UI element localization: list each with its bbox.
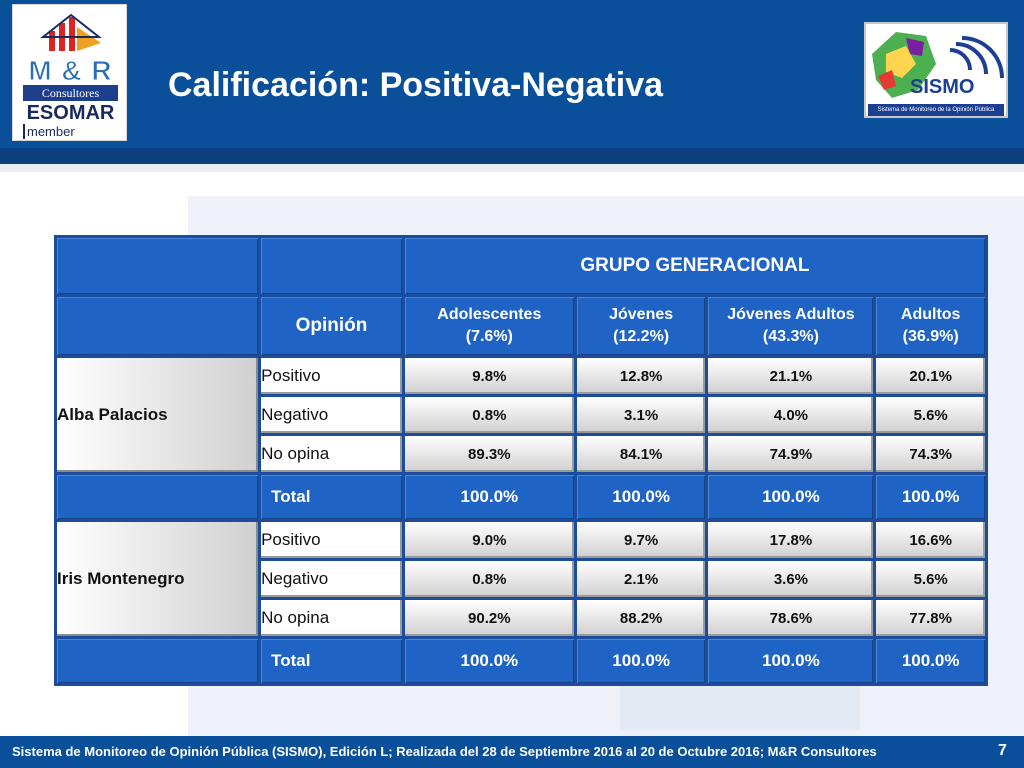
total-row: Total 100.0% 100.0% 100.0% 100.0% bbox=[57, 639, 985, 683]
opinion-label: Positivo bbox=[261, 522, 402, 558]
value-cell: 3.6% bbox=[708, 561, 874, 597]
table-row: Negativo 0.8% 3.1% 4.0% 5.6% bbox=[57, 397, 985, 433]
total-empty-cell bbox=[57, 639, 259, 683]
value-cell: 5.6% bbox=[876, 561, 985, 597]
member-label: member bbox=[23, 124, 75, 139]
sismo-brand-text: SISMO bbox=[910, 76, 975, 98]
table-row: Iris Montenegro Positivo 9.0% 9.7% 17.8%… bbox=[57, 522, 985, 636]
value-cell: 20.1% bbox=[876, 358, 985, 394]
value-cell: 9.0% bbox=[404, 522, 574, 558]
group-header: GRUPO GENERACIONAL bbox=[404, 238, 985, 294]
value-cell: 12.8% bbox=[576, 358, 706, 394]
total-value: 100.0% bbox=[576, 639, 706, 683]
opinion-label: Positivo bbox=[261, 358, 402, 394]
opinion-label: Negativo bbox=[261, 397, 402, 433]
opinion-label: No opina bbox=[261, 600, 402, 636]
table-header-row-columns: Opinión Adolescentes (7.6%) Jóvenes (12.2%… bbox=[57, 297, 985, 355]
value-cell: 4.0% bbox=[708, 397, 874, 433]
value-cell: 89.3% bbox=[404, 436, 574, 472]
table-header-row-group: GRUPO GENERACIONAL bbox=[57, 238, 985, 294]
total-value: 100.0% bbox=[708, 475, 874, 519]
slide-header bbox=[0, 0, 1024, 148]
esomar-label: ESOMAR bbox=[26, 102, 115, 124]
opinion-label: No opina bbox=[261, 436, 402, 472]
header-empty-cell bbox=[261, 238, 402, 294]
total-value: 100.0% bbox=[876, 475, 985, 519]
table-row: No opina 90.2% 88.2% 78.6% 77.8% bbox=[57, 600, 985, 636]
value-cell: 78.6% bbox=[708, 600, 874, 636]
page-number: 7 bbox=[998, 742, 1007, 759]
value-cell: 88.2% bbox=[576, 600, 706, 636]
table-row: Negativo 0.8% 2.1% 3.6% 5.6% bbox=[57, 561, 985, 597]
nicaragua-map-icon bbox=[872, 32, 1004, 98]
value-cell: 9.8% bbox=[404, 358, 574, 394]
total-value: 100.0% bbox=[876, 639, 985, 683]
header-empty-cell bbox=[57, 238, 259, 294]
value-cell: 2.1% bbox=[576, 561, 706, 597]
value-cell: 77.8% bbox=[876, 600, 985, 636]
column-header: Jóvenes Adultos (43.3%) bbox=[708, 297, 874, 355]
value-cell: 17.8% bbox=[708, 522, 874, 558]
total-value: 100.0% bbox=[404, 475, 574, 519]
value-cell: 16.6% bbox=[876, 522, 985, 558]
results-table: GRUPO GENERACIONAL Opinión Adolescentes(… bbox=[54, 235, 988, 686]
value-cell: 84.1% bbox=[576, 436, 706, 472]
mr-brand-text: M & R bbox=[28, 55, 113, 87]
total-value: 100.0% bbox=[708, 639, 874, 683]
total-value: 100.0% bbox=[576, 475, 706, 519]
candidate-name: Iris Montenegro bbox=[57, 522, 259, 636]
total-label: Total bbox=[261, 475, 402, 519]
header-empty-cell bbox=[57, 297, 259, 355]
sismo-logo: SISMO Sistema de Monitoreo de la Opinión… bbox=[864, 22, 1008, 118]
value-cell: 74.9% bbox=[708, 436, 874, 472]
sismo-subtitle: Sistema de Monitoreo de la Opinión Públi… bbox=[868, 104, 1004, 116]
value-cell: 5.6% bbox=[876, 397, 985, 433]
page-title: Calificación: Positiva-Negativa bbox=[168, 66, 664, 104]
table-row: Alba Palacios Positivo 9.8% 12.8% 21.1% … bbox=[57, 358, 985, 472]
header-divider-light bbox=[0, 164, 1024, 172]
column-header: Jóvenes (12.2%) bbox=[576, 297, 706, 355]
column-header: Adolescentes (7.6%) bbox=[404, 297, 574, 355]
opinion-header: Opinión bbox=[261, 297, 402, 355]
value-cell: 0.8% bbox=[404, 561, 574, 597]
value-cell: 9.7% bbox=[576, 522, 706, 558]
value-cell: 3.1% bbox=[576, 397, 706, 433]
total-empty-cell bbox=[57, 475, 259, 519]
opinion-label: Negativo bbox=[261, 561, 402, 597]
column-header: Adultos (36.9%) bbox=[876, 297, 985, 355]
total-value: 100.0% bbox=[404, 639, 574, 683]
value-cell: 21.1% bbox=[708, 358, 874, 394]
mr-esomar-logo: M & R Consultores ESOMAR member bbox=[12, 4, 127, 141]
slide-footer bbox=[0, 736, 1024, 768]
footer-caption: Sistema de Monitoreo de Opinión Pública … bbox=[12, 744, 877, 759]
candidate-name: Alba Palacios bbox=[57, 358, 259, 472]
header-divider bbox=[0, 148, 1024, 164]
house-chart-icon bbox=[40, 13, 102, 51]
total-row: Total 100.0% 100.0% 100.0% 100.0% bbox=[57, 475, 985, 519]
value-cell: 0.8% bbox=[404, 397, 574, 433]
total-label: Total bbox=[261, 639, 402, 683]
value-cell: 90.2% bbox=[404, 600, 574, 636]
consultores-label: Consultores bbox=[23, 85, 118, 101]
value-cell: 74.3% bbox=[876, 436, 985, 472]
table-row: No opina 89.3% 84.1% 74.9% 74.3% bbox=[57, 436, 985, 472]
